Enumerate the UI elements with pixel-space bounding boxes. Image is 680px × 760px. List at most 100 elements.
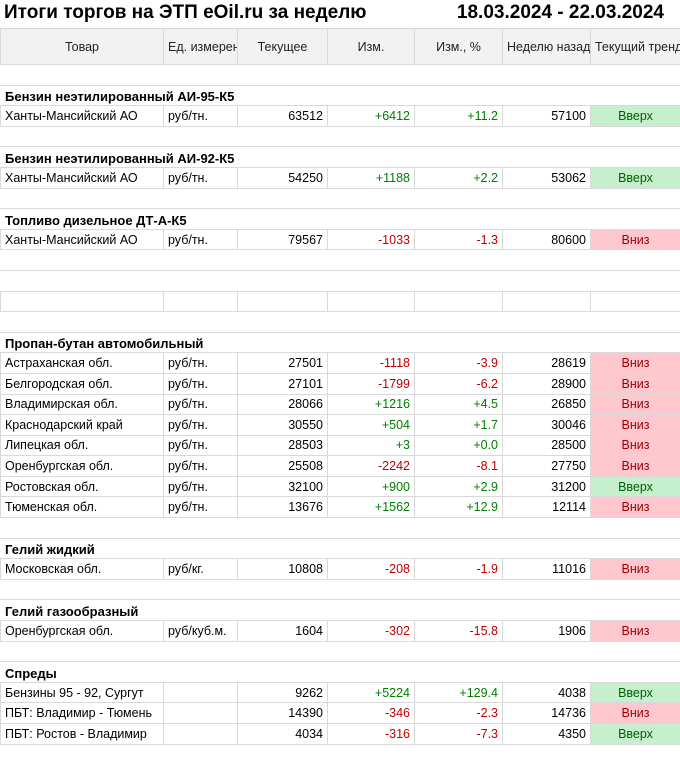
spacer-row [0,187,680,210]
empty-cell [237,208,328,230]
current-cell: 79567 [237,228,328,251]
empty-cell [502,249,591,271]
trend-badge: Вниз [590,352,680,374]
product-cell: Ханты-Мансийский АО [0,228,164,251]
empty-cell [590,537,680,560]
current-cell: 32100 [237,475,328,498]
change-pct-cell: +11.2 [414,105,503,127]
section-title: Бензин неэтилированный АИ-95-К5 [0,84,234,107]
section-row: Гелий газообразный [0,599,680,622]
empty-cell [502,290,591,313]
report-title: Итоги торгов на ЭТП eOil.ru за неделю [4,2,367,23]
empty-cell [327,125,415,148]
change-cell: -208 [327,558,415,580]
empty-cell [0,311,164,333]
section-row: Спреды [0,661,680,683]
empty-cell [163,64,238,86]
change-pct-cell: +0.0 [414,434,503,457]
empty-cell [502,599,591,622]
empty-cell [327,517,415,539]
empty-cell [237,640,328,663]
trend-badge: Вниз [590,372,680,395]
product-cell: Владимирская обл. [0,393,164,416]
section-title: Пропан-бутан автомобильный [0,331,203,354]
product-cell: Московская обл. [0,558,164,580]
empty-cell [590,269,680,292]
spacer-row [0,249,680,271]
empty-cell [327,146,415,168]
empty-cell [590,290,680,313]
product-cell: Оренбургская обл. [0,455,164,477]
empty-cell [414,311,503,333]
section-title-text: Спреды [5,665,57,681]
table-row: ПБТ: Владимир - Тюмень 14390 -346 -2.3 14736… [0,702,680,724]
week-ago-cell: 28900 [502,372,591,395]
change-cell: -316 [327,723,415,745]
table-row: Ханты-Мансийский АО руб/тн. 54250 +1188 +2.2… [0,166,680,189]
spacer-row [0,269,680,292]
empty-cell [163,578,238,601]
empty-cell [590,249,680,271]
change-cell: -1033 [327,228,415,251]
week-ago-cell: 12114 [502,496,591,519]
empty-cell [0,517,164,539]
empty-cell [414,517,503,539]
header-unit: Ед. измерения [163,28,238,65]
current-cell: 14390 [237,702,328,724]
unit-cell [163,681,238,704]
change-pct-cell: -7.3 [414,723,503,745]
unit-cell: руб/тн. [163,414,238,436]
empty-cell [502,661,591,683]
empty-cell [414,599,503,622]
table-row: Белгородская обл. руб/тн. 27101 -1799 -6.2 28… [0,372,680,395]
section-title: Спреды [0,661,164,683]
empty-cell [502,64,591,86]
empty-cell [502,331,591,354]
unit-cell: руб/тн. [163,393,238,416]
empty-cell [414,187,503,210]
empty-cell [0,290,164,313]
table-row: Краснодарский край руб/тн. 30550 +504 +1.7 30… [0,414,680,436]
change-cell: +3 [327,434,415,457]
header-row: Товар Ед. измерения Текущее Изм. Изм., %… [0,28,680,65]
change-pct-cell: +1.7 [414,414,503,436]
change-pct-cell: +12.9 [414,496,503,519]
empty-cell [590,208,680,230]
empty-cell [414,290,503,313]
header-week-ago: Неделю назад [502,28,591,65]
section-row: Бензин неэтилированный АИ-92-К5 [0,146,680,168]
current-cell: 13676 [237,496,328,519]
empty-cell [502,269,591,292]
empty-cell [327,331,415,354]
spacer-row [0,125,680,148]
empty-cell [590,331,680,354]
unit-cell: руб/тн. [163,105,238,127]
change-cell: +1216 [327,393,415,416]
empty-cell [502,640,591,663]
current-cell: 10808 [237,558,328,580]
change-cell: -1118 [327,352,415,374]
table-row: Ростовская обл. руб/тн. 32100 +900 +2.9 31200… [0,475,680,498]
empty-cell [502,125,591,148]
spacer-row [0,578,680,601]
table-row: Тюменская обл. руб/тн. 13676 +1562 +12.9 1211… [0,496,680,519]
section-title-text: Гелий газообразный [5,604,139,620]
table-row: Оренбургская обл. руб/тн. 25508 -2242 -8.1 27… [0,455,680,477]
empty-cell [590,661,680,683]
empty-cell [327,578,415,601]
header-current: Текущее [237,28,328,65]
trend-badge: Вниз [590,434,680,457]
unit-cell: руб/куб.м. [163,620,238,642]
empty-cell [163,125,238,148]
change-pct-cell: -6.2 [414,372,503,395]
week-ago-cell: 4350 [502,723,591,745]
section-title-text: Топливо дизельное ДТ-А-К5 [5,212,187,228]
empty-cell [163,661,238,683]
section-title: Топливо дизельное ДТ-А-К5 [0,208,187,230]
empty-cell [502,537,591,560]
empty-cell [163,311,238,333]
empty-cell [590,517,680,539]
header-product: Товар [0,28,164,65]
empty-cell [163,537,238,560]
